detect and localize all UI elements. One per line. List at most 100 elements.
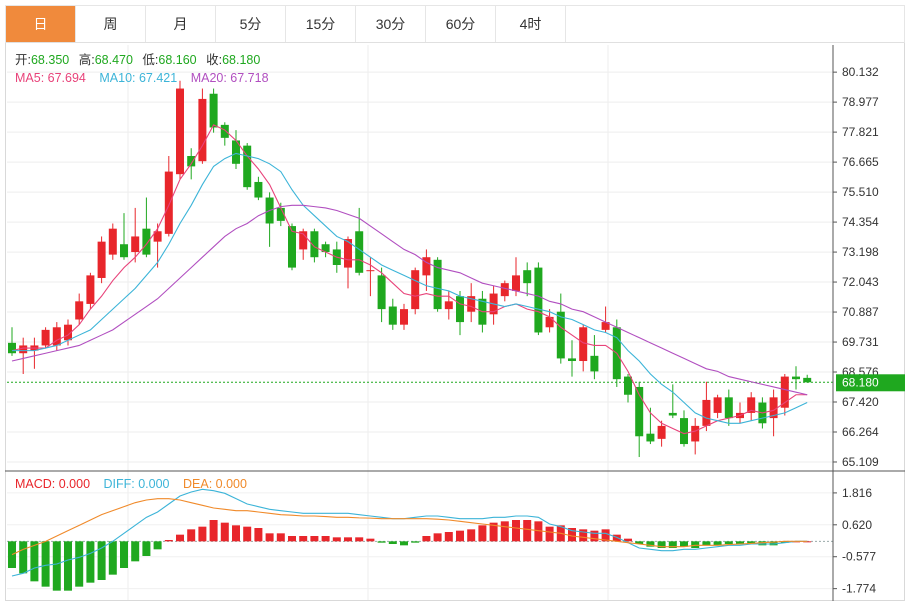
candle-body [388,306,397,325]
candle-body [702,399,711,426]
candle-body [713,397,722,413]
tab-month[interactable]: 月 [146,6,216,42]
macd-bar [355,537,364,542]
candle-body [64,324,72,341]
tab-15min[interactable]: 15分 [286,6,356,42]
macd-bar [142,541,151,556]
macd-bar [120,541,128,568]
macd-bar [489,522,498,542]
candle-body [19,345,28,354]
candle-body [668,412,677,416]
main-ytick-label: 69.731 [842,335,879,349]
candle-body [601,322,610,330]
candle-body [344,239,352,268]
candle-body [724,397,733,419]
macd-bar [568,528,576,542]
candle-body [220,124,229,138]
macd-bar [366,538,375,542]
tab-5min[interactable]: 5分 [216,6,286,42]
candle-body [198,98,207,162]
macd-bar [758,541,767,546]
macd-bar [209,520,218,542]
candle-body [288,226,296,268]
macd-bar [254,528,263,542]
macd-bar [702,541,711,546]
candle-body [803,377,812,383]
svg-text:开:68.350 高:68.470: 开:68.350 高:68.470 低:68.160 收:68.180 [15,52,260,67]
macd-bar [288,536,296,542]
candle-body [355,231,364,273]
candle-body [8,342,16,354]
macd-bar [635,541,644,544]
candle-body [590,355,599,372]
ma20-line [11,204,808,396]
last-price-text: 68.180 [842,375,879,389]
candle-body [411,270,420,310]
tab-60min[interactable]: 60分 [426,6,496,42]
macd-bar [780,541,789,543]
tab-4hour[interactable]: 4时 [496,6,566,42]
candle-body [635,386,644,437]
macd-bar [198,526,207,542]
main-ytick-label: 65.109 [842,455,879,469]
macd-bar [52,541,61,591]
main-ytick-label: 72.043 [842,275,879,289]
macd-bar [86,541,95,583]
tab-week[interactable]: 周 [76,6,146,42]
candle-body [523,270,532,284]
macd-bar [691,541,700,548]
open-label: 开: [15,53,31,67]
macd-bar [467,529,476,542]
last-price-tag: 68.180 [836,374,905,392]
dea-legend: DEA: 0.000 [183,477,247,491]
macd-bar [668,541,677,548]
candle-body [187,156,196,167]
macd-bar [680,541,688,547]
candle-body [680,418,688,445]
candle-body [691,425,700,442]
tab-day[interactable]: 日 [6,6,76,42]
candle-body [579,327,588,362]
candle-body [41,329,50,346]
macd-bar [108,541,117,575]
macd-bar [646,541,655,547]
high-label: 高: [79,52,95,67]
candle-body [75,301,84,320]
macd-ytick-label: 1.816 [842,486,872,500]
macd-bar [131,541,140,562]
macd-bar [601,529,610,542]
candle-body [422,257,431,276]
macd-ytick-label: -1.774 [842,582,876,596]
macd-bar [164,540,173,542]
macd-bar [187,529,196,542]
candle-body [310,231,319,258]
macd-bar [75,541,84,587]
ma20-legend: MA20: 67.718 [191,71,269,85]
macd-bar [545,526,554,542]
open-value: 68.350 [31,53,69,67]
macd-bar [512,520,520,542]
macd-bar [411,541,420,543]
ma10-line [12,152,808,424]
chart-panel[interactable] [5,43,905,601]
macd-bar [769,541,778,546]
macd-bar [321,536,330,542]
candle-body [769,397,778,419]
tab-30min[interactable]: 30分 [356,6,426,42]
candle-body [400,309,408,325]
macd-bar [500,521,509,542]
candle-body [792,376,800,380]
macd-bar [310,536,319,542]
candle-body [209,93,218,128]
macd-bar [299,536,308,542]
candle-body [657,425,666,439]
macd-bar [232,525,240,542]
candle-body [120,244,128,258]
ma5-line [11,124,808,435]
macd-bar [579,529,588,542]
macd-bar [534,521,543,542]
macd-bar [444,532,453,542]
main-ytick-label: 78.977 [842,95,879,109]
candle-body [512,275,520,291]
